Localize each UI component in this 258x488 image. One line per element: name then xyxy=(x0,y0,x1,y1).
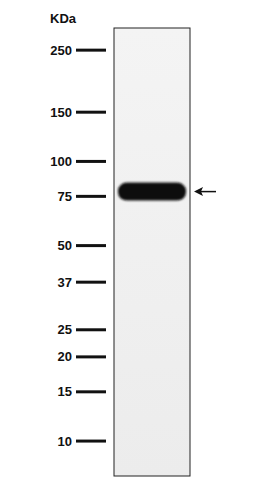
bands xyxy=(118,183,186,201)
axis-label: KDa xyxy=(50,11,77,26)
marker-tick xyxy=(76,328,106,331)
marker-tick xyxy=(76,195,106,198)
marker-tick xyxy=(76,160,106,163)
marker-tick xyxy=(76,111,106,114)
lane-frame xyxy=(114,28,190,476)
tick-label: 250 xyxy=(50,43,72,58)
marker-tick xyxy=(76,355,106,358)
figure: KDa 250 150 100 75 50 37 25 20 15 10 xyxy=(0,0,258,488)
marker-tick xyxy=(76,49,106,52)
tick-label: 150 xyxy=(50,105,72,120)
marker-tick xyxy=(76,440,106,443)
marker-tick xyxy=(76,390,106,393)
tick-label: 15 xyxy=(58,384,72,399)
marker-tick xyxy=(76,244,106,247)
blot-figure: KDa 250 150 100 75 50 37 25 20 15 10 xyxy=(0,0,258,488)
tick-label: 37 xyxy=(58,275,72,290)
tick-label: 50 xyxy=(58,238,72,253)
marker-tick xyxy=(76,281,106,284)
tick-label: 20 xyxy=(58,349,72,364)
band xyxy=(118,183,186,201)
band-arrowhead xyxy=(194,187,203,196)
tick-label: 100 xyxy=(50,154,72,169)
tick-label: 25 xyxy=(58,322,72,337)
tick-label: 10 xyxy=(58,434,72,449)
tick-label: 75 xyxy=(58,189,72,204)
